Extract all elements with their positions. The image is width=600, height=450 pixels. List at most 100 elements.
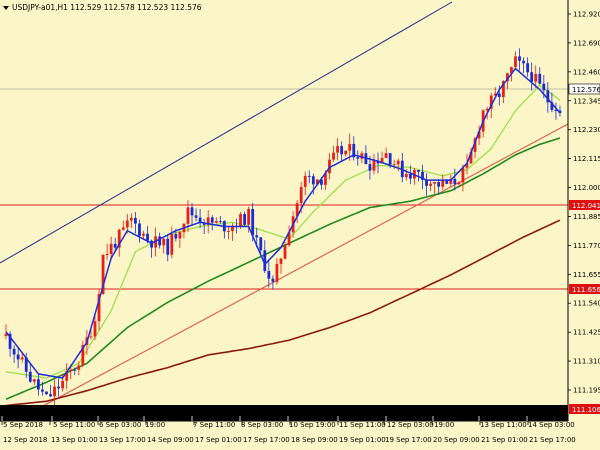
candle-body: [8, 333, 12, 349]
candle-body: [267, 271, 271, 279]
candle-body: [461, 167, 465, 183]
time-label-bottom: 19 Sep 17:00: [385, 436, 432, 444]
price-label: 112.345: [573, 97, 600, 105]
candle-body: [417, 170, 420, 172]
candle: [73, 367, 77, 376]
candle-body: [441, 179, 445, 187]
candle-body: [275, 263, 279, 282]
candle-body: [218, 221, 222, 223]
candle: [166, 234, 170, 262]
channel-upper-line[interactable]: [0, 1, 453, 264]
candle: [218, 215, 222, 224]
candle: [16, 348, 20, 369]
price-tag-level1-text: 112.041: [572, 202, 600, 210]
candle-body: [526, 63, 530, 73]
candles: [4, 48, 562, 406]
candle: [162, 238, 166, 254]
candle: [534, 65, 538, 89]
candle-body: [320, 179, 323, 185]
candle: [259, 237, 263, 255]
triangle-down-icon[interactable]: [3, 6, 9, 10]
candle-body: [396, 160, 400, 165]
candle-body: [328, 159, 331, 174]
candle-body: [388, 153, 392, 165]
candle-body: [20, 357, 24, 360]
candle-body: [404, 173, 408, 178]
price-label: 112.920: [573, 11, 600, 19]
price-label: 112.460: [573, 68, 600, 76]
time-label-bottom: 17 Sep 17:00: [243, 436, 290, 444]
time-label-bottom: 21 Sep 01:00: [481, 436, 528, 444]
candle-body: [550, 102, 554, 110]
candle-body: [255, 235, 259, 238]
candle-body: [93, 321, 97, 337]
candle: [352, 136, 356, 161]
candle: [198, 208, 202, 229]
candle-body: [332, 152, 335, 160]
time-label-top: 8 Sep 03:00: [241, 421, 283, 429]
time-label-top: 6 Sep 03:00: [99, 421, 141, 429]
candle-body: [360, 153, 364, 159]
candle-body: [101, 254, 105, 294]
candle: [41, 381, 44, 396]
candle-body: [538, 73, 542, 84]
candle-body: [243, 214, 246, 225]
candle: [93, 312, 97, 341]
ma-long-line: [5, 219, 561, 407]
candle-body: [489, 95, 493, 109]
candle-body: [113, 243, 117, 248]
time-label-bottom: 13 Sep 17:00: [99, 436, 146, 444]
candle: [138, 219, 141, 243]
candle-body: [307, 175, 311, 177]
channel-lower-line[interactable]: [29, 123, 569, 414]
candle: [514, 51, 517, 68]
time-label-top: 13 Sep 11:00: [480, 421, 527, 429]
price-tag-current: 112.576: [568, 83, 600, 95]
candle-body: [299, 186, 303, 204]
candle-body: [497, 93, 501, 98]
candle: [376, 152, 380, 174]
candle: [206, 210, 210, 234]
candle-body: [522, 60, 525, 64]
candle: [421, 164, 424, 190]
candle-body: [392, 164, 396, 166]
candle: [396, 158, 400, 172]
time-label-bottom: 17 Sep 01:00: [195, 436, 242, 444]
candle-body: [311, 176, 315, 185]
candle-body: [408, 173, 412, 179]
time-label-bottom: 18 Sep 09:00: [291, 436, 338, 444]
ma-fast-line: [5, 67, 561, 379]
candle: [117, 228, 121, 257]
candle: [267, 261, 271, 288]
time-label-bottom: 19 Sep 01:00: [339, 436, 386, 444]
ma-mid-line: [5, 84, 561, 379]
chart-header: USDJPY-a01,H1 112.529 112.578 112.523 11…: [3, 3, 202, 12]
candle-body: [279, 258, 283, 264]
candle: [24, 352, 28, 378]
time-label-top: 11 Sep 11:00: [339, 421, 386, 429]
candle-body: [445, 179, 449, 184]
candle-body: [384, 153, 388, 159]
candle: [57, 378, 60, 397]
time-label-bottom: 14 Sep 09:00: [147, 436, 194, 444]
candle-body: [162, 238, 166, 246]
candle-body: [4, 333, 8, 336]
candle-body: [158, 236, 162, 246]
candle-body: [514, 56, 517, 68]
candle-body: [129, 217, 133, 221]
candle-body: [53, 386, 56, 397]
candle: [425, 173, 428, 196]
candle: [336, 137, 339, 161]
price-label: 111.195: [573, 387, 600, 395]
candle-body: [283, 245, 287, 259]
candle: [8, 331, 12, 357]
candle-body: [554, 109, 558, 111]
candle-body: [36, 379, 40, 390]
candle-body: [530, 72, 534, 82]
candle: [61, 373, 65, 392]
candle-body: [493, 93, 497, 96]
candle-body: [336, 146, 339, 153]
